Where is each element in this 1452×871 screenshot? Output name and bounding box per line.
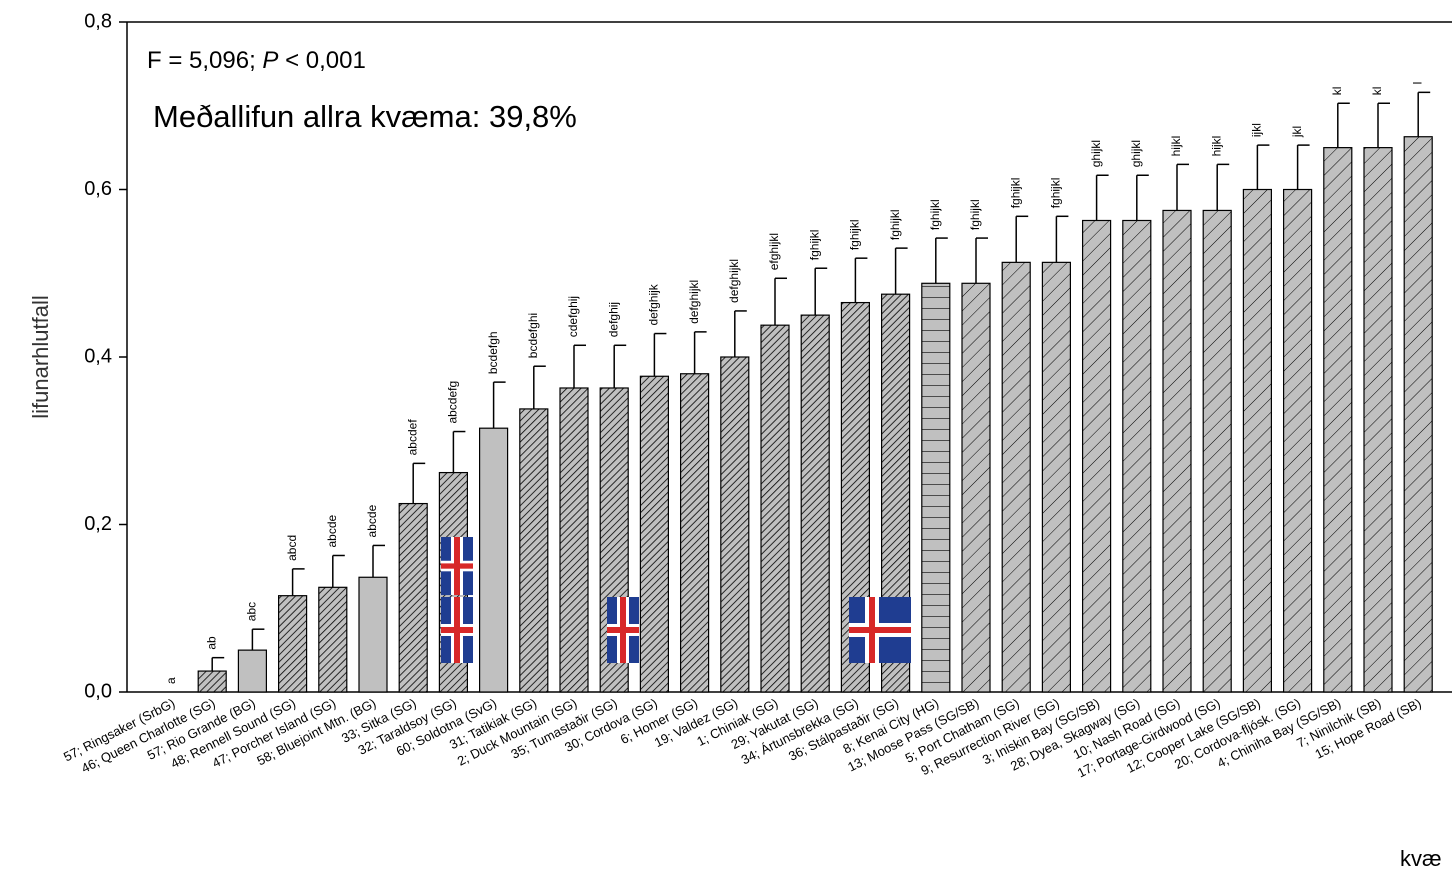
bar <box>720 356 750 693</box>
bar <box>1282 188 1313 693</box>
group-letters: hijkl <box>1169 136 1183 157</box>
bar <box>760 324 790 693</box>
annotation: F = 5,096; P < 0,001 <box>147 47 366 74</box>
bar <box>961 282 991 693</box>
group-letters: defghij <box>606 302 620 337</box>
group-letters: ijkl <box>1250 123 1264 137</box>
bar <box>1122 219 1152 693</box>
y-tick-label: 0,2 <box>84 513 112 535</box>
bar <box>1363 147 1393 693</box>
flags <box>441 537 911 663</box>
group-letters: fghijkl <box>928 199 942 230</box>
bar <box>1001 261 1031 693</box>
subtitle: Meðallifun allra kvæma: 39,8% <box>153 99 577 134</box>
group-letters: fghijkl <box>1049 178 1063 209</box>
bar <box>679 373 710 693</box>
y-axis-label: lifunarhlutfall <box>28 295 53 419</box>
bar <box>318 586 348 693</box>
y-tick-label: 0,0 <box>84 680 112 702</box>
group-letters: abcd <box>285 535 299 561</box>
group-letters: abcdefg <box>446 381 460 424</box>
bar <box>278 595 308 693</box>
group-letters: l <box>1410 82 1424 85</box>
group-letters: abcde <box>325 514 339 547</box>
group-letters: ab <box>204 636 218 650</box>
bar <box>1081 219 1112 693</box>
bar <box>1242 188 1273 693</box>
y-tick-label: 0,8 <box>84 10 112 32</box>
bar <box>1041 261 1072 693</box>
bar <box>1202 209 1232 693</box>
group-letters: fghijkl <box>968 199 982 230</box>
group-letters: abcdef <box>405 419 419 456</box>
group-letters: a <box>164 677 178 684</box>
group-letters: defghijkl <box>727 259 741 303</box>
group-letters: cdefghij <box>566 296 580 337</box>
x-axis-label: kvæ <box>1400 846 1442 871</box>
bar <box>559 387 589 693</box>
group-letters: fghijkl <box>807 230 821 261</box>
group-letters: abc <box>245 602 259 621</box>
group-letters: abcde <box>365 504 379 537</box>
group-letters: ghijkl <box>1089 140 1103 167</box>
bar <box>237 649 267 693</box>
y-tick-label: 0,6 <box>84 178 112 200</box>
bar <box>479 427 509 693</box>
group-letters: jkl <box>1290 126 1304 138</box>
bar <box>800 314 830 693</box>
group-letters: defghijk <box>647 283 661 325</box>
y-tick-label: 0,4 <box>84 345 112 367</box>
group-letters: ghijkl <box>1129 140 1143 167</box>
group-letters: fghijkl <box>848 219 862 250</box>
bar <box>1403 136 1433 693</box>
group-letters: hijkl <box>1209 136 1223 157</box>
bar <box>197 670 227 693</box>
group-letters: bcdefghi <box>526 313 540 358</box>
group-letters: kl <box>1330 87 1344 96</box>
group-letters: efghijkl <box>767 233 781 270</box>
bar <box>1323 147 1353 693</box>
bar <box>398 502 428 693</box>
group-letters: kl <box>1370 87 1384 96</box>
group-letters: fghijkl <box>1008 178 1022 209</box>
bar <box>921 282 951 693</box>
group-letters: fghijkl <box>888 209 902 240</box>
bar <box>639 375 670 693</box>
group-letters: bcdefgh <box>486 331 500 374</box>
group-letters: defghijkl <box>687 280 701 324</box>
bar <box>519 408 549 693</box>
bar <box>358 576 388 693</box>
bar <box>1162 209 1192 693</box>
